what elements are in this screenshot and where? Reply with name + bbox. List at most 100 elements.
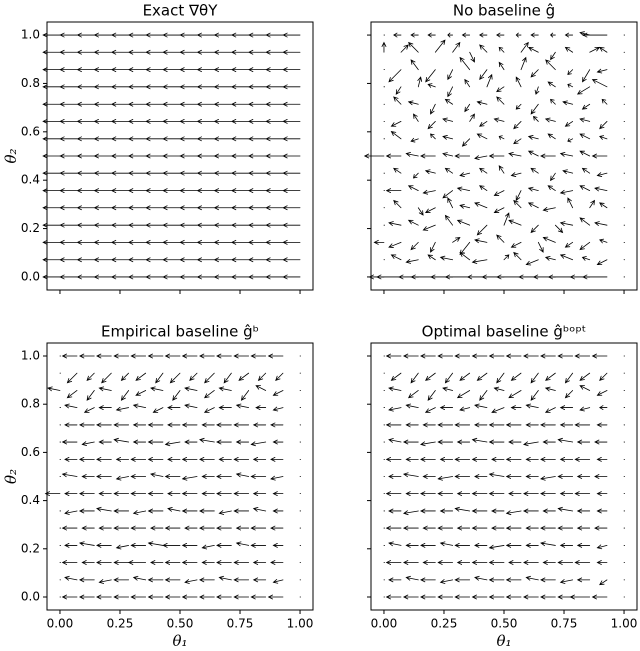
arrow [493,190,505,196]
arrow [145,205,164,211]
arrow [515,32,522,38]
arrow [59,205,78,211]
arrow [513,251,522,261]
arrow [405,575,419,581]
arrow [579,185,591,191]
arrow [376,274,402,280]
arrow [127,84,147,90]
arrow [110,101,130,107]
arrow [76,222,95,228]
arrow [230,239,250,245]
arrow [179,84,198,90]
arrow [248,257,267,263]
arrow [395,86,402,95]
arrow [459,172,471,177]
arrow [248,32,267,38]
arrow [113,353,130,359]
arrow [181,353,198,359]
arrow [93,153,112,159]
arrow [525,259,539,266]
arrow [162,136,181,142]
arrow [179,257,198,263]
arrow [582,274,608,280]
arrow [152,407,164,413]
arrow [488,491,505,497]
arrow [493,117,505,123]
arrow [181,560,198,565]
arrow [405,259,419,264]
arrow [79,541,95,547]
arrow [189,372,198,381]
arrow [594,474,608,479]
arrow [513,199,522,209]
arrow [557,353,574,359]
arrow [400,44,409,53]
arrow [216,422,232,428]
arrow [61,439,78,445]
arrow [145,239,164,245]
arrow [363,153,385,159]
arrow [564,390,574,399]
arrow [523,508,539,514]
arrow [559,221,574,226]
arrow [488,544,505,550]
plot-frame [46,21,314,291]
arrow [76,257,95,263]
arrow [76,153,95,159]
arrow [503,212,510,226]
arrow [540,525,556,531]
arrow [162,170,181,176]
arrow [474,155,488,160]
arrow [147,422,164,428]
arrow [505,353,522,359]
arrow [248,101,267,107]
arrow [496,32,505,38]
arrow [235,525,250,531]
arrow [196,239,215,245]
arrow [496,86,505,93]
arrow [388,386,402,392]
arrow [444,167,454,174]
arrow [510,405,522,410]
arrow [542,508,556,514]
arrow [508,560,522,565]
arrow [437,353,454,359]
arrow [196,205,215,211]
arrow [505,577,522,583]
arrow [93,257,112,263]
arrow [93,49,112,55]
arrow [252,422,267,428]
arrow [272,491,284,497]
arrow [42,49,61,55]
arrow [562,100,574,106]
x-tick-label: 0.50 [491,617,518,631]
arrow [508,152,522,157]
arrow [233,491,250,497]
arrow [127,119,147,124]
arrow [240,390,250,401]
arrow [130,353,147,359]
arrow [250,525,267,531]
arrow [388,577,402,583]
arrow [78,594,95,600]
arrow [179,239,198,245]
arrow [424,407,436,413]
arrow [252,577,267,583]
arrow [476,372,488,381]
arrow [113,577,130,583]
arrow [272,508,284,514]
arrow [155,372,164,384]
arrow [93,101,112,107]
arrow [181,594,198,600]
arrow [459,406,471,412]
arrow [479,44,488,53]
arrow [162,222,181,228]
arrow [430,133,436,140]
arrow [135,390,147,396]
arrow [230,32,250,38]
arrow [498,135,505,140]
arrow [216,474,232,479]
arrow [576,543,591,548]
arrow [78,353,95,359]
